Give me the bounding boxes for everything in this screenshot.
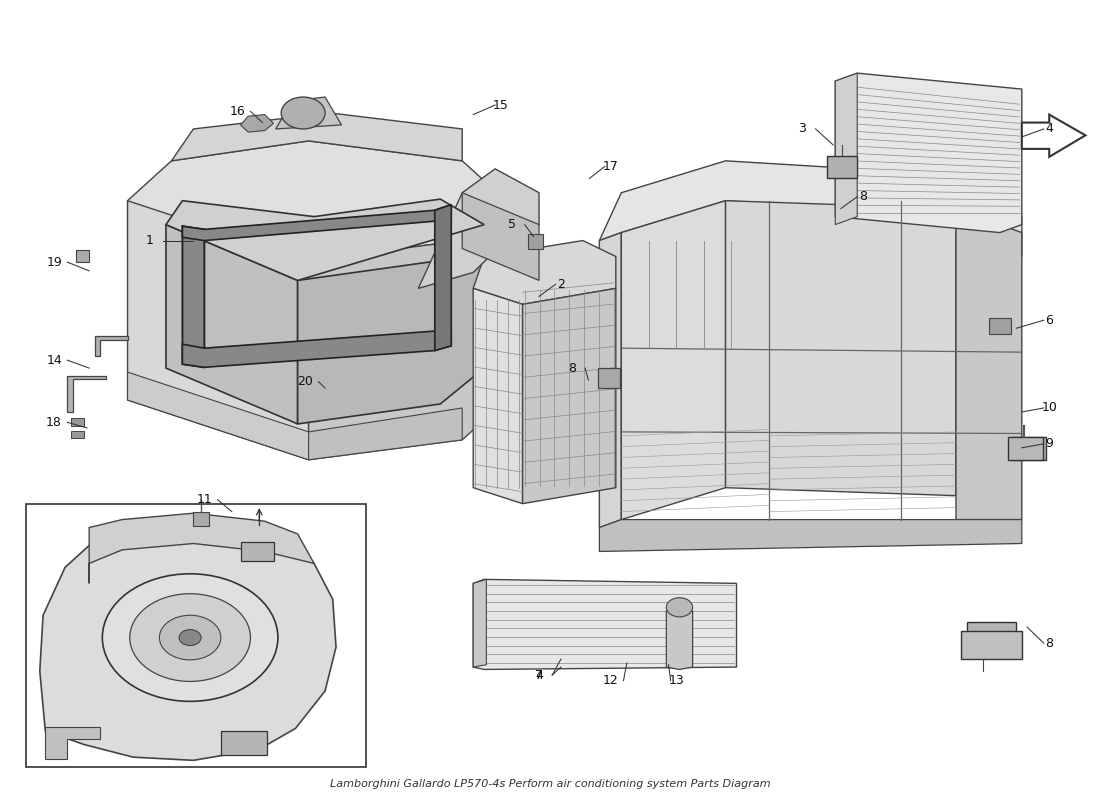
Polygon shape [128,141,506,261]
Polygon shape [600,161,1022,257]
Polygon shape [835,73,857,225]
Text: Lamborghini Gallardo LP570-4s Perform air conditioning system Parts Diagram: Lamborghini Gallardo LP570-4s Perform ai… [330,779,770,790]
Bar [70,431,84,438]
Polygon shape [522,288,616,504]
Bar [1011,438,1046,460]
Polygon shape [40,515,336,760]
Text: 9: 9 [1045,438,1053,450]
Text: 20: 20 [297,375,313,388]
Polygon shape [434,205,451,350]
Text: 17: 17 [603,160,618,173]
Bar [528,234,543,249]
Text: 19: 19 [46,255,62,269]
Bar [967,622,1016,646]
Bar [241,542,274,561]
Polygon shape [473,579,737,670]
Text: 6: 6 [1045,314,1053,326]
Text: 11: 11 [197,493,212,506]
Polygon shape [172,113,462,161]
Polygon shape [473,241,616,304]
Bar [989,318,1011,334]
Text: 8: 8 [568,362,576,374]
Circle shape [160,615,221,660]
Polygon shape [166,225,298,424]
Bar [598,368,620,388]
Text: 10: 10 [1042,402,1057,414]
Polygon shape [128,372,309,460]
Polygon shape [67,376,106,412]
Bar [76,250,89,262]
Circle shape [282,97,326,129]
Circle shape [667,598,693,617]
Circle shape [130,594,251,682]
Text: 18: 18 [46,416,62,429]
Polygon shape [835,73,1022,233]
Polygon shape [600,519,1022,551]
Text: 3: 3 [799,122,806,135]
Polygon shape [298,225,484,424]
Text: 1: 1 [145,234,154,247]
Polygon shape [183,226,205,367]
Polygon shape [667,607,693,670]
Polygon shape [89,514,315,583]
Text: 7: 7 [535,669,543,682]
Polygon shape [309,201,506,460]
Polygon shape [183,205,451,241]
Polygon shape [128,201,309,460]
Text: 8: 8 [859,190,867,203]
Polygon shape [241,114,274,132]
Bar [221,731,267,754]
Polygon shape [95,336,128,356]
Bar [25,504,365,766]
Circle shape [102,574,278,702]
Text: 15: 15 [493,98,508,111]
Bar [194,512,209,526]
Bar [70,418,84,426]
Text: 4: 4 [1045,122,1053,135]
Text: 8: 8 [1045,637,1053,650]
Polygon shape [600,233,621,527]
Circle shape [179,630,201,646]
Bar [1008,438,1043,460]
Polygon shape [726,201,956,496]
Text: 16: 16 [230,105,245,118]
Text: 4: 4 [535,669,543,682]
Polygon shape [309,408,462,460]
Polygon shape [956,209,1022,519]
Text: 14: 14 [46,354,62,366]
Polygon shape [621,201,726,519]
Bar [961,631,1022,659]
Text: 5: 5 [507,218,516,231]
Polygon shape [418,169,539,288]
Polygon shape [462,193,539,281]
Text: 13: 13 [669,674,684,687]
Polygon shape [473,579,486,667]
Polygon shape [473,288,522,504]
Text: 12: 12 [603,674,618,687]
Polygon shape [183,330,451,367]
Bar [826,156,857,178]
Polygon shape [1022,114,1086,157]
Polygon shape [276,97,341,129]
Polygon shape [45,727,100,758]
Polygon shape [166,199,484,281]
Text: 2: 2 [557,278,565,291]
